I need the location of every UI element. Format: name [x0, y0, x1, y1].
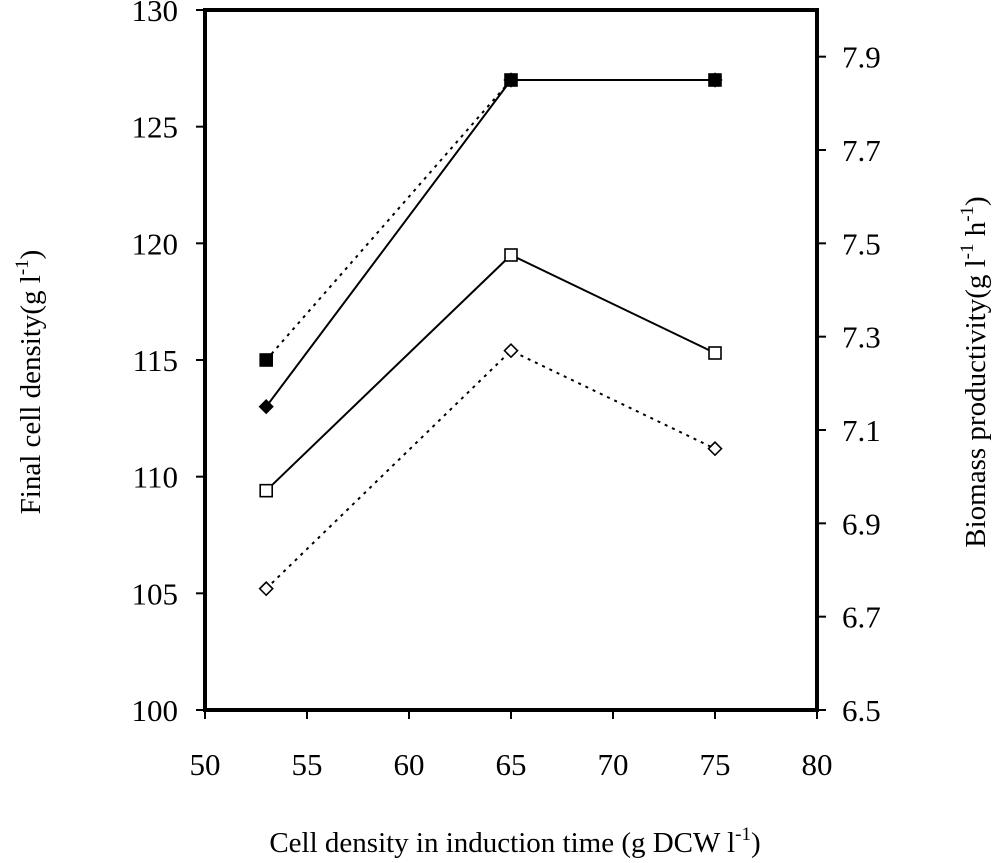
- plot-frame: [203, 8, 819, 712]
- y-right-tick-label: 7.3: [842, 320, 881, 355]
- y-right-tick-label: 6.7: [842, 600, 881, 635]
- y-right-tick-label: 6.5: [842, 693, 881, 728]
- y-right-tick-label: 7.1: [842, 413, 881, 448]
- x-axis: 50 55 60 65 70 75 80: [190, 710, 833, 782]
- y-left-tick-label: 120: [132, 226, 179, 261]
- series-line-3: [265, 253, 716, 492]
- data-point-diamond-filled: [707, 72, 723, 88]
- y-axis-left-title: Final cell density(g l-1): [12, 250, 47, 515]
- data-point-diamond-open: [503, 343, 519, 359]
- data-point-square-filled: [259, 353, 274, 367]
- data-point-diamond-open: [707, 441, 723, 457]
- data-point-square-open: [259, 483, 274, 498]
- y-left-tick-label: 130: [132, 0, 179, 28]
- x-tick-label: 65: [496, 747, 527, 782]
- data-point-diamond-filled: [258, 399, 274, 415]
- x-tick-label: 75: [700, 747, 731, 782]
- data-point-square-open: [504, 248, 518, 262]
- series-line-4: [265, 349, 716, 590]
- y-right-tick-label: 7.9: [842, 40, 881, 75]
- x-tick-label: 80: [802, 747, 833, 782]
- data-point-diamond-filled: [503, 72, 519, 88]
- x-axis-title: Cell density in induction time (g DCW l-…: [269, 824, 760, 859]
- y-left-tick-label: 125: [132, 110, 179, 145]
- y-right-tick-label: 7.7: [842, 133, 881, 168]
- y-right-tick-label: 6.9: [842, 506, 881, 541]
- x-tick-label: 50: [190, 747, 221, 782]
- y-left-tick-label: 105: [132, 576, 179, 611]
- x-tick-label: 55: [292, 747, 323, 782]
- y-right-tick-label: 7.5: [842, 226, 881, 261]
- series-markers: [258, 72, 723, 597]
- y-left-tick-label: 110: [133, 460, 178, 495]
- x-tick-label: 70: [598, 747, 629, 782]
- data-point-diamond-open: [258, 581, 274, 597]
- y-axis-left: 100 105 110 115 120 125 130: [132, 0, 205, 728]
- y-left-tick-label: 115: [133, 343, 178, 378]
- y-axis-right-title: Biomass productivity(g l-1 h-1): [957, 196, 992, 547]
- y-left-tick-label: 100: [132, 693, 179, 728]
- series-line-2: [265, 79, 715, 408]
- y-axis-right: 6.5 6.7 6.9 7.1 7.3 7.5 7.7 7.9: [817, 40, 881, 728]
- series-lines: [265, 79, 716, 590]
- data-point-square-open: [708, 346, 722, 360]
- x-tick-label: 60: [394, 747, 425, 782]
